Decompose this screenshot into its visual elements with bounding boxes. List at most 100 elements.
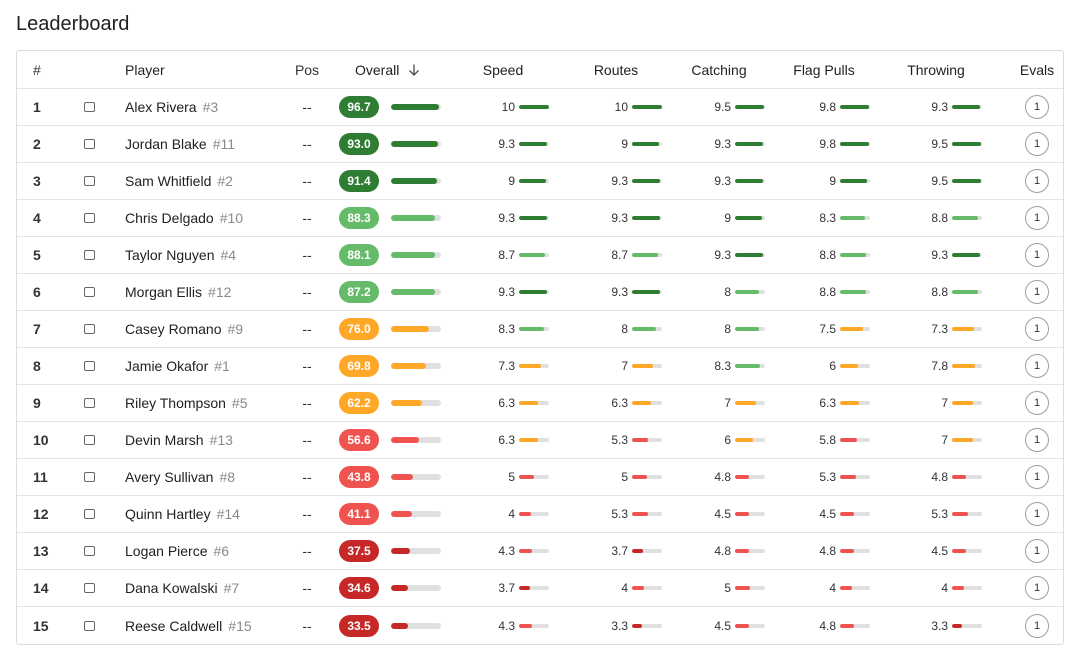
- checkbox-icon[interactable]: [83, 398, 95, 408]
- evals-cell: 1: [1013, 422, 1061, 458]
- evals-badge[interactable]: 1: [1025, 206, 1049, 230]
- row-select[interactable]: [81, 496, 97, 532]
- evals-badge[interactable]: 1: [1025, 243, 1049, 267]
- table-row[interactable]: 13 Logan Pierce #6 -- 37.5 4.3 3.7 4.8 4.8 4.5 1: [17, 533, 1063, 570]
- speed-cell: 9.3: [479, 274, 559, 310]
- col-throwing-header[interactable]: Throwing: [907, 61, 965, 78]
- player-cell[interactable]: Devin Marsh #13: [125, 422, 285, 458]
- checkbox-icon[interactable]: [83, 472, 95, 482]
- table-row[interactable]: 1 Alex Rivera #3 -- 96.7 10 10 9.5 9.8 9.3 1: [17, 89, 1063, 126]
- player-cell[interactable]: Casey Romano #9: [125, 311, 285, 347]
- player-cell[interactable]: Dana Kowalski #7: [125, 570, 285, 606]
- table-row[interactable]: 14 Dana Kowalski #7 -- 34.6 3.7 4 5 4 4 1: [17, 570, 1063, 607]
- evals-badge[interactable]: 1: [1025, 502, 1049, 526]
- checkbox-icon[interactable]: [83, 361, 95, 371]
- evals-cell: 1: [1013, 163, 1061, 199]
- row-select[interactable]: [81, 570, 97, 606]
- table-row[interactable]: 6 Morgan Ellis #12 -- 87.2 9.3 9.3 8 8.8 8.8 1: [17, 274, 1063, 311]
- player-cell[interactable]: Taylor Nguyen #4: [125, 237, 285, 273]
- row-select[interactable]: [81, 89, 97, 125]
- table-row[interactable]: 2 Jordan Blake #11 -- 93.0 9.3 9 9.3 9.8 9.5 1: [17, 126, 1063, 163]
- jersey-number: #8: [219, 469, 236, 485]
- checkbox-icon[interactable]: [83, 546, 95, 556]
- evals-badge[interactable]: 1: [1025, 132, 1049, 156]
- row-select[interactable]: [81, 422, 97, 458]
- checkbox-icon[interactable]: [83, 213, 95, 223]
- stat-value: 3.7: [611, 544, 628, 558]
- checkbox-icon[interactable]: [83, 435, 95, 445]
- checkbox-icon[interactable]: [83, 583, 95, 593]
- player-cell[interactable]: Logan Pierce #6: [125, 533, 285, 569]
- row-select[interactable]: [81, 163, 97, 199]
- routes-cell: 9.3: [592, 274, 672, 310]
- col-evals-header[interactable]: Evals: [1019, 61, 1055, 78]
- evals-badge[interactable]: 1: [1025, 539, 1049, 563]
- evals-badge[interactable]: 1: [1025, 169, 1049, 193]
- evals-badge[interactable]: 1: [1025, 280, 1049, 304]
- col-pos-header[interactable]: Pos: [294, 61, 320, 78]
- checkbox-icon[interactable]: [83, 176, 95, 186]
- stat-bar-fill: [519, 586, 531, 590]
- checkbox-icon[interactable]: [83, 620, 95, 631]
- player-cell[interactable]: Avery Sullivan #8: [125, 459, 285, 495]
- rank-cell: 10: [33, 432, 49, 448]
- row-select[interactable]: [81, 533, 97, 569]
- col-routes-header[interactable]: Routes: [593, 61, 639, 78]
- player-cell[interactable]: Jordan Blake #11: [125, 126, 285, 162]
- row-select[interactable]: [81, 385, 97, 421]
- player-cell[interactable]: Sam Whitfield #2: [125, 163, 285, 199]
- row-select[interactable]: [81, 607, 97, 644]
- table-row[interactable]: 11 Avery Sullivan #8 -- 43.8 5 5 4.8 5.3 4.8 1: [17, 459, 1063, 496]
- checkbox-icon[interactable]: [83, 287, 95, 297]
- stat-bar-fill: [519, 438, 538, 442]
- col-flag-pulls-header[interactable]: Flag Pulls: [793, 61, 855, 78]
- table-row[interactable]: 12 Quinn Hartley #14 -- 41.1 4 5.3 4.5 4.5 5.3 1: [17, 496, 1063, 533]
- checkbox-icon[interactable]: [83, 139, 95, 149]
- table-row[interactable]: 9 Riley Thompson #5 -- 62.2 6.3 6.3 7 6.3 7 1: [17, 385, 1063, 422]
- evals-badge[interactable]: 1: [1025, 391, 1049, 415]
- evals-badge[interactable]: 1: [1025, 95, 1049, 119]
- player-cell[interactable]: Jamie Okafor #1: [125, 348, 285, 384]
- player-cell[interactable]: Quinn Hartley #14: [125, 496, 285, 532]
- table-row[interactable]: 10 Devin Marsh #13 -- 56.6 6.3 5.3 6 5.8 7 1: [17, 422, 1063, 459]
- row-select[interactable]: [81, 200, 97, 236]
- table-row[interactable]: 3 Sam Whitfield #2 -- 91.4 9 9.3 9.3 9 9.5 1: [17, 163, 1063, 200]
- table-row[interactable]: 7 Casey Romano #9 -- 76.0 8.3 8 8 7.5 7.3 1: [17, 311, 1063, 348]
- row-select[interactable]: [81, 311, 97, 347]
- checkbox-icon[interactable]: [83, 102, 95, 112]
- stat-bar-fill: [519, 253, 546, 257]
- evals-badge[interactable]: 1: [1025, 317, 1049, 341]
- evals-badge[interactable]: 1: [1025, 354, 1049, 378]
- stat-bar: [952, 512, 982, 516]
- col-rank-header[interactable]: #: [33, 61, 41, 78]
- routes-cell: 5: [592, 459, 672, 495]
- row-select[interactable]: [81, 237, 97, 273]
- table-row[interactable]: 5 Taylor Nguyen #4 -- 88.1 8.7 8.7 9.3 8.8 9.3 1: [17, 237, 1063, 274]
- row-select[interactable]: [81, 126, 97, 162]
- player-cell[interactable]: Riley Thompson #5: [125, 385, 285, 421]
- col-player-header[interactable]: Player: [125, 61, 165, 78]
- checkbox-icon[interactable]: [83, 250, 95, 260]
- evals-badge[interactable]: 1: [1025, 576, 1049, 600]
- player-cell[interactable]: Alex Rivera #3: [125, 89, 285, 125]
- col-speed-header[interactable]: Speed: [482, 61, 524, 78]
- stat-value: 9.3: [714, 248, 731, 262]
- table-row[interactable]: 15 Reese Caldwell #15 -- 33.5 4.3 3.3 4.5 4.8 3.3…: [17, 607, 1063, 644]
- evals-badge[interactable]: 1: [1025, 465, 1049, 489]
- player-cell[interactable]: Chris Delgado #10: [125, 200, 285, 236]
- checkbox-icon[interactable]: [83, 324, 95, 334]
- stat-bar-fill: [519, 216, 547, 220]
- col-catching-header[interactable]: Catching: [691, 61, 747, 78]
- overall-cell: 34.6: [339, 570, 449, 606]
- player-cell[interactable]: Morgan Ellis #12: [125, 274, 285, 310]
- evals-badge[interactable]: 1: [1025, 428, 1049, 452]
- evals-badge[interactable]: 1: [1025, 613, 1049, 638]
- row-select[interactable]: [81, 348, 97, 384]
- row-select[interactable]: [81, 274, 97, 310]
- row-select[interactable]: [81, 459, 97, 495]
- table-row[interactable]: 4 Chris Delgado #10 -- 88.3 9.3 9.3 9 8.3 8.8 1: [17, 200, 1063, 237]
- checkbox-icon[interactable]: [83, 509, 95, 519]
- col-overall-header[interactable]: Overall: [355, 51, 465, 88]
- player-cell[interactable]: Reese Caldwell #15: [125, 607, 285, 644]
- table-row[interactable]: 8 Jamie Okafor #1 -- 69.8 7.3 7 8.3 6 7.8 1: [17, 348, 1063, 385]
